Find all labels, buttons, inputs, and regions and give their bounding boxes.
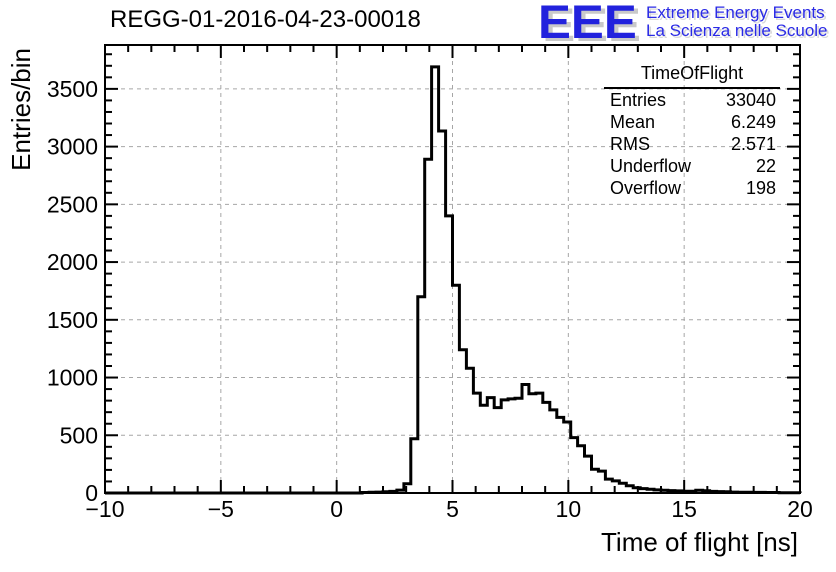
eee-logo-acronym: EEE bbox=[538, 0, 637, 48]
y-tick-label: 3500 bbox=[47, 76, 98, 102]
y-tick-label: 0 bbox=[85, 480, 98, 506]
stats-row-entries: Entries 33040 bbox=[604, 89, 780, 111]
eee-logo-taglines: Extreme Energy Events La Scienza nelle S… bbox=[646, 2, 827, 40]
stats-label-mean: Mean bbox=[610, 112, 656, 132]
stats-row-rms: RMS 2.571 bbox=[604, 133, 780, 155]
stats-label-overflow: Overflow bbox=[610, 178, 682, 198]
stats-row-mean: Mean 6.249 bbox=[604, 111, 780, 133]
y-axis-title: Entries/bin bbox=[6, 48, 36, 171]
y-tick-label: 500 bbox=[60, 422, 98, 448]
eee-logo: EEE Extreme Energy Events La Scienza nel… bbox=[538, 0, 828, 48]
y-tick-label: 2000 bbox=[47, 249, 98, 275]
plot-title: REGG-01-2016-04-23-00018 bbox=[110, 6, 421, 33]
x-tick-label: 0 bbox=[330, 496, 343, 522]
x-tick-label: 10 bbox=[556, 496, 582, 522]
stats-row-overflow: Overflow 198 bbox=[604, 177, 780, 199]
stats-box: TimeOfFlight Entries 33040 Mean 6.249 RM… bbox=[604, 63, 780, 199]
stats-label-rms: RMS bbox=[610, 134, 650, 154]
stats-box-title: TimeOfFlight bbox=[604, 63, 780, 89]
x-tick-label: −10 bbox=[85, 496, 124, 522]
stats-value-mean: 6.249 bbox=[730, 112, 776, 132]
x-tick-label: 20 bbox=[787, 496, 813, 522]
eee-logo-tagline-2: La Scienza nelle Scuole bbox=[646, 21, 828, 40]
stats-value-underflow: 22 bbox=[755, 156, 776, 176]
y-tick-label: 1500 bbox=[47, 307, 98, 333]
stats-value-rms: 2.571 bbox=[730, 134, 776, 154]
x-tick-label: 5 bbox=[446, 496, 459, 522]
eee-logo-tagline-1: Extreme Energy Events bbox=[646, 3, 825, 22]
x-tick-label: 15 bbox=[671, 496, 697, 522]
y-tick-label: 2500 bbox=[47, 191, 98, 217]
x-tick-label: −5 bbox=[208, 496, 234, 522]
stats-label-underflow: Underflow bbox=[610, 156, 692, 176]
stats-row-underflow: Underflow 22 bbox=[604, 155, 780, 177]
y-tick-label: 1000 bbox=[47, 365, 98, 391]
x-axis-title: Time of flight [ns] bbox=[601, 527, 798, 557]
histogram-step-line bbox=[105, 65, 802, 495]
stats-value-entries: 33040 bbox=[725, 90, 776, 110]
y-tick-label: 3000 bbox=[47, 134, 98, 160]
stats-label-entries: Entries bbox=[610, 90, 667, 110]
stats-value-overflow: 198 bbox=[745, 178, 776, 198]
